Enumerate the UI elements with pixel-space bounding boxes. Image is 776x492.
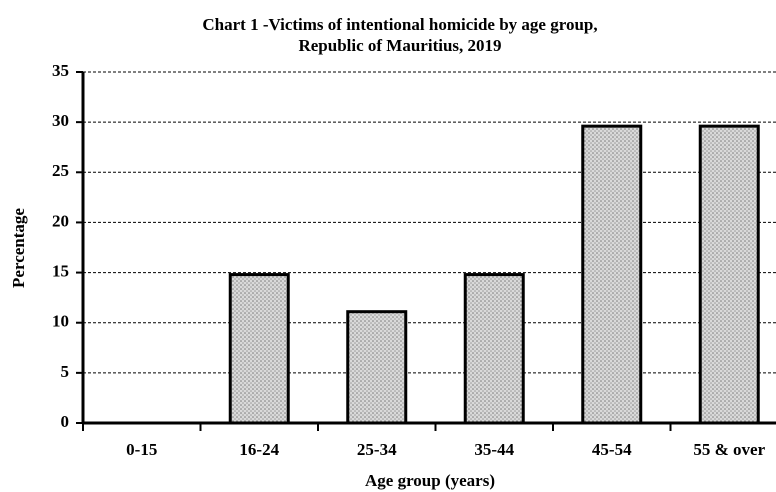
y-tick-label: 0	[61, 412, 70, 431]
y-tick-label: 20	[52, 211, 69, 230]
x-axis-label: Age group (years)	[365, 471, 495, 490]
y-axis-label: Percentage	[9, 208, 28, 288]
bar	[346, 310, 408, 425]
x-tick-label: 35-44	[474, 440, 514, 459]
x-tick-label: 55 & over	[693, 440, 765, 459]
x-tick-label: 0-15	[126, 440, 157, 459]
bar	[581, 124, 643, 425]
y-tick-label: 30	[52, 111, 69, 130]
y-tick-label: 15	[52, 261, 69, 280]
y-tick-label: 35	[52, 61, 69, 80]
x-tick-label: 45-54	[592, 440, 632, 459]
bar	[698, 124, 760, 425]
bar	[463, 273, 525, 425]
y-tick-label: 5	[61, 362, 70, 381]
x-tick-label: 25-34	[357, 440, 397, 459]
y-tick-label: 10	[52, 312, 69, 331]
bar	[228, 273, 290, 425]
chart-title: Chart 1 -Victims of intentional homicide…	[202, 15, 597, 34]
chart-title: Republic of Mauritius, 2019	[298, 36, 501, 55]
x-tick-label: 16-24	[239, 440, 279, 459]
y-tick-label: 25	[52, 161, 69, 180]
